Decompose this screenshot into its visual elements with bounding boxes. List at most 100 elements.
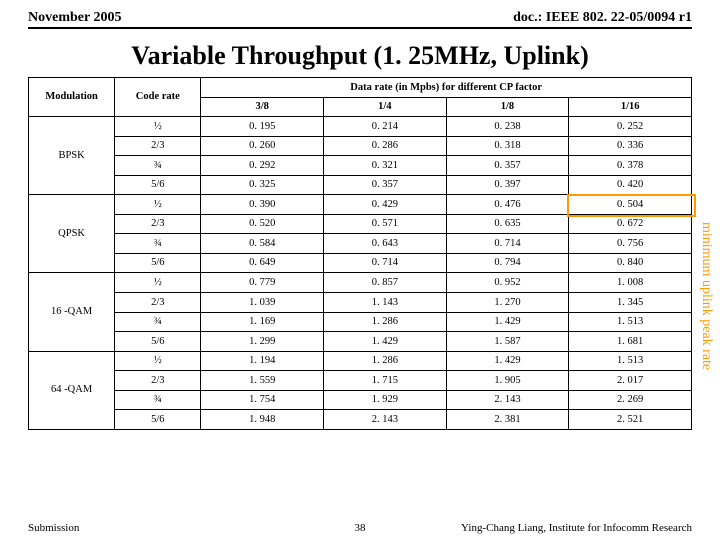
value-cell: 1. 754 [201,390,324,410]
modulation-cell: QPSK [29,195,115,273]
value-cell: 0. 214 [324,117,447,137]
col-cp-3: 1/16 [569,97,692,117]
modulation-cell: 64 -QAM [29,351,115,429]
value-cell: 2. 381 [446,410,569,430]
value-cell: 1. 681 [569,332,692,352]
table-row: 2/30. 2600. 2860. 3180. 336 [29,136,692,156]
value-cell: 2. 269 [569,390,692,410]
table-row: ¾0. 5840. 6430. 7140. 756 [29,234,692,254]
table-row: 64 -QAM½1. 1941. 2861. 4291. 513 [29,351,692,371]
col-modulation: Modulation [29,78,115,117]
coderate-cell: ½ [115,351,201,371]
value-cell: 0. 252 [569,117,692,137]
table-row: 5/61. 9482. 1432. 3812. 521 [29,410,692,430]
slide-footer: Submission Ying-Chang Liang, Institute f… [28,522,692,534]
value-cell: 1. 429 [446,351,569,371]
modulation-cell: 16 -QAM [29,273,115,351]
coderate-cell: ¾ [115,234,201,254]
value-cell: 0. 504 [569,195,692,215]
coderate-cell: 5/6 [115,175,201,195]
value-cell: 0. 672 [569,214,692,234]
coderate-cell: ½ [115,117,201,137]
value-cell: 0. 779 [201,273,324,293]
value-cell: 0. 520 [201,214,324,234]
table-row: BPSK½0. 1950. 2140. 2380. 252 [29,117,692,137]
coderate-cell: ¾ [115,390,201,410]
col-cp-0: 3/8 [201,97,324,117]
value-cell: 1. 039 [201,293,324,313]
value-cell: 1. 905 [446,371,569,391]
value-cell: 0. 794 [446,253,569,273]
value-cell: 0. 635 [446,214,569,234]
value-cell: 0. 292 [201,156,324,176]
value-cell: 0. 390 [201,195,324,215]
value-cell: 0. 643 [324,234,447,254]
value-cell: 1. 286 [324,312,447,332]
value-cell: 0. 571 [324,214,447,234]
footer-left: Submission [28,522,79,534]
table-row: 2/31. 0391. 1431. 2701. 345 [29,293,692,313]
value-cell: 1. 587 [446,332,569,352]
value-cell: 0. 195 [201,117,324,137]
value-cell: 1. 559 [201,371,324,391]
slide-title: Variable Throughput (1. 25MHz, Uplink) [28,41,692,71]
value-cell: 0. 857 [324,273,447,293]
table-row: ¾0. 2920. 3210. 3570. 378 [29,156,692,176]
table-row: ¾1. 7541. 9292. 1432. 269 [29,390,692,410]
value-cell: 0. 649 [201,253,324,273]
value-cell: 0. 429 [324,195,447,215]
value-cell: 0. 397 [446,175,569,195]
table-row: ¾1. 1691. 2861. 4291. 513 [29,312,692,332]
value-cell: 0. 952 [446,273,569,293]
value-cell: 1. 715 [324,371,447,391]
value-cell: 0. 756 [569,234,692,254]
value-cell: 2. 143 [324,410,447,430]
value-cell: 1. 169 [201,312,324,332]
value-cell: 0. 378 [569,156,692,176]
value-cell: 0. 321 [324,156,447,176]
modulation-cell: BPSK [29,117,115,195]
table-row: 2/30. 5200. 5710. 6350. 672 [29,214,692,234]
table-row: 5/61. 2991. 4291. 5871. 681 [29,332,692,352]
coderate-cell: 5/6 [115,410,201,430]
value-cell: 1. 429 [324,332,447,352]
col-cp-header: Data rate (in Mpbs) for different CP fac… [201,78,692,98]
coderate-cell: ½ [115,195,201,215]
value-cell: 0. 714 [446,234,569,254]
coderate-cell: 2/3 [115,214,201,234]
value-cell: 2. 143 [446,390,569,410]
col-cp-1: 1/4 [324,97,447,117]
coderate-cell: 2/3 [115,136,201,156]
table-row: 5/60. 6490. 7140. 7940. 840 [29,253,692,273]
table-row: QPSK½0. 3900. 4290. 4760. 504 [29,195,692,215]
value-cell: 0. 840 [569,253,692,273]
col-cp-2: 1/8 [446,97,569,117]
header-right: doc.: IEEE 802. 22-05/0094 r1 [513,10,692,26]
value-cell: 0. 325 [201,175,324,195]
value-cell: 0. 336 [569,136,692,156]
value-cell: 1. 513 [569,351,692,371]
value-cell: 0. 714 [324,253,447,273]
table-row: 2/31. 5591. 7151. 9052. 017 [29,371,692,391]
value-cell: 1. 270 [446,293,569,313]
value-cell: 1. 948 [201,410,324,430]
value-cell: 2. 521 [569,410,692,430]
footer-right: Ying-Chang Liang, Institute for Infocomm… [461,522,692,534]
coderate-cell: 5/6 [115,332,201,352]
value-cell: 1. 929 [324,390,447,410]
coderate-cell: 2/3 [115,293,201,313]
value-cell: 0. 476 [446,195,569,215]
table-row: 5/60. 3250. 3570. 3970. 420 [29,175,692,195]
value-cell: 0. 260 [201,136,324,156]
value-cell: 0. 318 [446,136,569,156]
coderate-cell: ½ [115,273,201,293]
value-cell: 0. 584 [201,234,324,254]
value-cell: 1. 143 [324,293,447,313]
coderate-cell: ¾ [115,156,201,176]
value-cell: 0. 238 [446,117,569,137]
header-left: November 2005 [28,10,121,26]
value-cell: 1. 286 [324,351,447,371]
value-cell: 1. 513 [569,312,692,332]
value-cell: 0. 357 [446,156,569,176]
value-cell: 2. 017 [569,371,692,391]
